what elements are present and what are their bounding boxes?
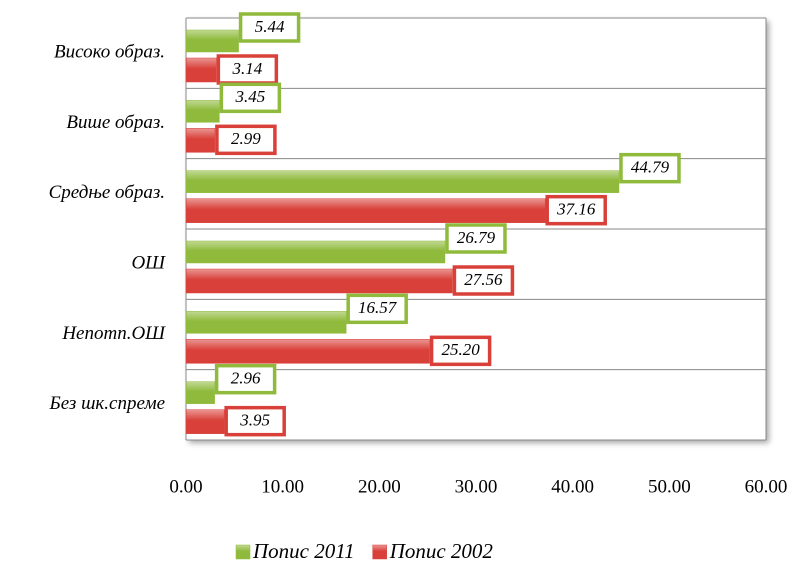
data-label: 2.96	[231, 369, 261, 388]
data-label: 25.20	[441, 340, 480, 359]
bar	[185, 381, 215, 404]
data-label: 27.56	[464, 270, 503, 289]
category-label: Средње образ.	[49, 182, 165, 203]
data-label-box	[346, 293, 408, 325]
data-label: 3.95	[239, 411, 270, 430]
legend-swatch	[235, 544, 251, 560]
data-label: 26.79	[457, 228, 496, 247]
x-tick-label: 50.00	[648, 476, 691, 497]
bar	[185, 311, 347, 334]
data-label-box	[224, 405, 286, 437]
data-label: 3.45	[234, 87, 265, 106]
data-label: 5.44	[255, 17, 285, 36]
data-label-box	[429, 335, 492, 367]
x-tick-label: 0.00	[169, 476, 202, 497]
bar	[185, 268, 453, 294]
x-tick-label: 10.00	[261, 476, 304, 497]
data-label: 3.14	[231, 59, 262, 78]
legend-label: Попис 2002	[389, 539, 494, 563]
bar	[185, 240, 446, 264]
data-label: 44.79	[631, 158, 670, 177]
x-tick-label: 30.00	[455, 476, 498, 497]
data-label-box	[445, 223, 507, 254]
category-label: Без шк.спреме	[49, 393, 165, 414]
category-label: ОШ	[131, 253, 166, 274]
data-label-box	[238, 12, 301, 43]
bar	[185, 128, 216, 153]
bar	[185, 198, 546, 223]
bar	[185, 29, 239, 53]
bar	[185, 170, 620, 193]
category-label: Више образ.	[66, 112, 165, 133]
data-label: 16.57	[358, 298, 398, 317]
bar	[185, 100, 220, 123]
data-label: 2.99	[231, 129, 261, 148]
category-label: Високо образ.	[54, 42, 165, 63]
data-label: 37.16	[556, 200, 596, 219]
data-label-box	[619, 152, 681, 184]
x-tick-label: 20.00	[358, 476, 401, 497]
data-label-box	[219, 82, 282, 114]
data-label-box	[545, 194, 607, 226]
x-tick-label: 60.00	[745, 476, 788, 497]
data-label-box	[452, 265, 515, 296]
legend-swatch	[372, 544, 387, 560]
x-tick-label: 40.00	[551, 476, 594, 497]
category-label: Непотп.ОШ	[61, 323, 166, 344]
legend-label: Попис 2011	[252, 539, 355, 563]
bar	[185, 409, 225, 434]
bar	[185, 57, 217, 83]
bar	[185, 339, 430, 364]
data-label-box	[214, 363, 277, 395]
data-label-box	[215, 124, 277, 156]
